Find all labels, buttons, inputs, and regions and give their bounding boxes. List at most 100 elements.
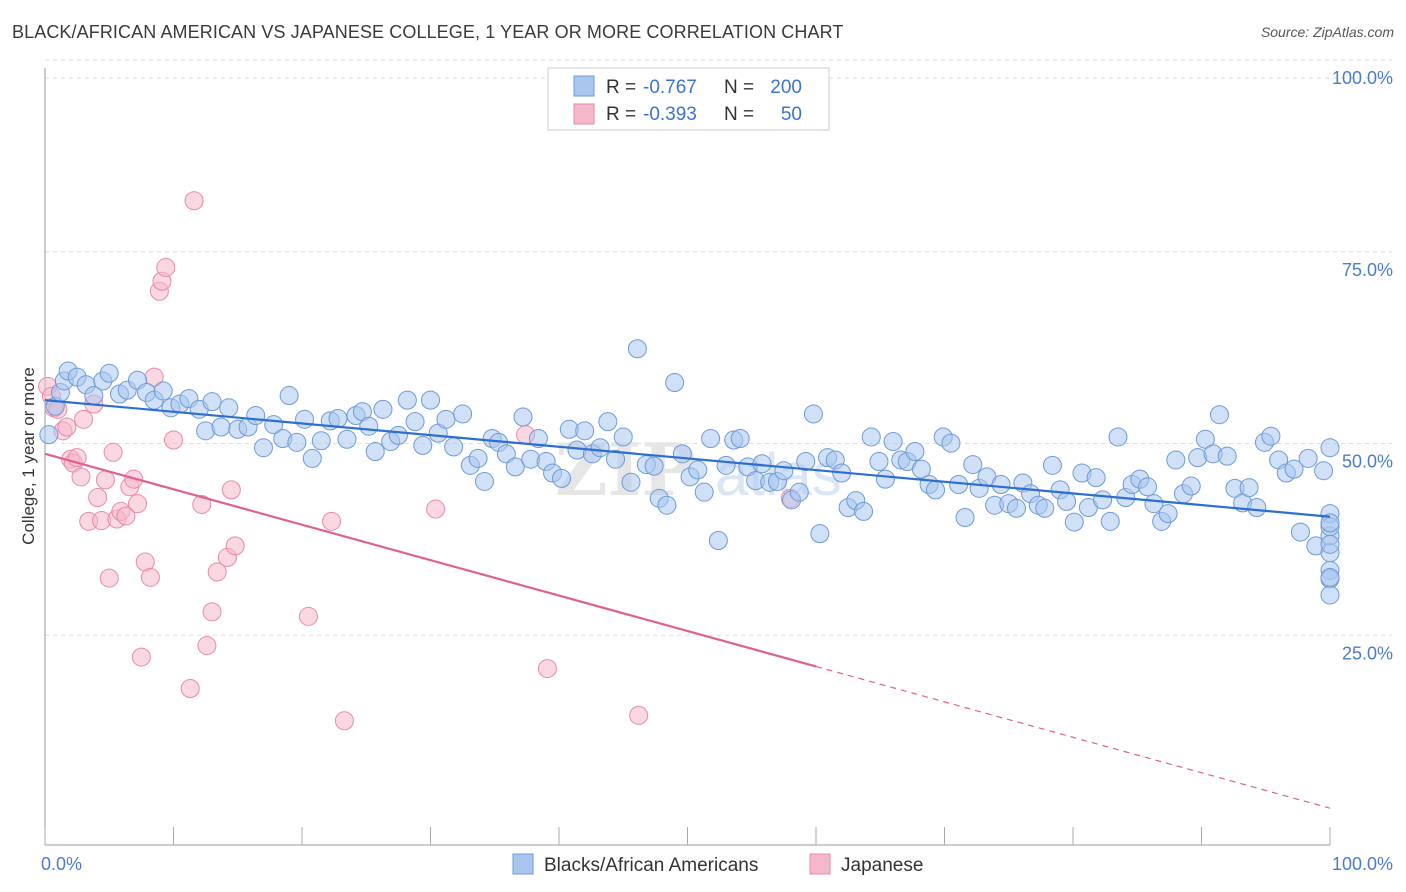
blacks-point xyxy=(688,460,708,480)
blacks-point xyxy=(883,432,903,452)
blacks-point xyxy=(644,456,664,476)
trend-lines xyxy=(44,399,1331,809)
blacks-point xyxy=(359,416,379,436)
blacks-point xyxy=(413,435,433,455)
y-tick-label: 75.0% xyxy=(1342,260,1393,280)
blacks-point xyxy=(1217,446,1237,466)
blacks-point xyxy=(211,417,231,437)
blacks-point xyxy=(1261,426,1281,446)
blacks-point xyxy=(1290,522,1310,542)
blacks-point xyxy=(941,433,961,453)
blacks-point xyxy=(405,412,425,432)
blacks-point xyxy=(621,472,641,492)
y-tick-label: 100.0% xyxy=(1332,68,1393,88)
legend-r-label-2: R = xyxy=(606,104,636,125)
japanese-point xyxy=(180,679,200,699)
japanese-point xyxy=(140,567,160,587)
blacks-point xyxy=(869,452,889,471)
blacks-point xyxy=(1320,585,1340,605)
axes xyxy=(44,68,1331,846)
blacks-point xyxy=(246,405,266,425)
blacks-point xyxy=(1144,494,1164,514)
japanese-point xyxy=(225,536,245,556)
blacks-point xyxy=(528,428,548,448)
blacks-point xyxy=(279,386,299,406)
japanese-point xyxy=(537,659,557,679)
blacks-point xyxy=(1035,498,1055,518)
y-tick-label: 50.0% xyxy=(1342,452,1393,472)
japanese-point xyxy=(426,499,446,519)
japanese-point xyxy=(192,494,212,514)
blacks-point xyxy=(1138,477,1158,497)
japanese-point xyxy=(221,480,241,500)
blacks-point xyxy=(854,501,874,521)
japanese-point xyxy=(71,467,91,487)
blacks-point xyxy=(397,390,417,410)
blacks-point xyxy=(153,381,173,401)
blacks-points xyxy=(39,339,1340,605)
blacks-point xyxy=(1320,534,1340,554)
blacks-point xyxy=(1042,455,1062,475)
legend-r-value-2: -0.393 xyxy=(643,104,697,125)
blacks-point xyxy=(1006,498,1026,518)
x-tick-label-min: 0.0% xyxy=(41,854,82,874)
japanese-point xyxy=(197,636,217,656)
y-axis-label: College, 1 year or more xyxy=(19,367,38,545)
legend-swatch-pink xyxy=(573,103,595,125)
blacks-point xyxy=(598,412,618,432)
blacks-point xyxy=(444,437,464,457)
japanese-point xyxy=(57,417,77,437)
series-legend: Blacks/African Americans Japanese xyxy=(512,853,923,876)
blacks-point xyxy=(505,457,525,477)
blacks-point xyxy=(302,448,322,468)
japanese-point xyxy=(88,488,108,508)
blacks-point xyxy=(474,471,494,491)
japanese-point xyxy=(74,409,94,429)
legend-box xyxy=(547,67,830,131)
japanese-point xyxy=(334,711,354,731)
japanese-point xyxy=(629,705,649,725)
blacks-point xyxy=(1239,478,1259,498)
x-tick-label-max: 100.0% xyxy=(1332,854,1393,874)
blacks-point xyxy=(552,468,572,488)
legend-swatch-blue xyxy=(573,75,595,97)
blacks-point xyxy=(311,431,331,451)
blacks-point xyxy=(911,459,931,479)
japanese-point xyxy=(116,506,136,526)
japanese-point xyxy=(164,430,183,450)
blacks-point xyxy=(1158,504,1178,524)
blacks-point xyxy=(672,444,692,464)
blacks-point xyxy=(436,409,456,429)
blacks-point xyxy=(1284,459,1304,479)
blacks-point xyxy=(295,409,315,429)
bottom-legend-label-pink: Japanese xyxy=(841,855,923,876)
blacks-point xyxy=(421,390,440,410)
blacks-point xyxy=(453,404,473,424)
blacks-point xyxy=(1320,567,1340,587)
blacks-point xyxy=(1166,450,1186,470)
chart-source: Source: ZipAtlas.com xyxy=(1260,24,1394,40)
blacks-point xyxy=(1195,429,1215,449)
blacks-point xyxy=(606,449,626,469)
blacks-point xyxy=(337,429,357,449)
japanese-point xyxy=(103,442,123,462)
blacks-point xyxy=(328,409,348,429)
blacks-point xyxy=(202,392,222,412)
blacks-trend-line xyxy=(44,399,1331,518)
blacks-point xyxy=(253,438,273,458)
blacks-point xyxy=(1100,511,1120,531)
legend-n-value-2: 50 xyxy=(781,104,802,125)
blacks-point xyxy=(590,438,610,458)
japanese-point xyxy=(202,602,222,622)
japanese-point xyxy=(184,191,204,211)
legend-r-label-1: R = xyxy=(606,77,636,98)
blacks-point xyxy=(716,455,736,475)
blacks-point xyxy=(99,363,119,383)
blacks-point xyxy=(1320,438,1340,458)
chart-title: BLACK/AFRICAN AMERICAN VS JAPANESE COLLE… xyxy=(12,22,844,42)
blacks-point xyxy=(789,482,809,502)
blacks-point xyxy=(513,407,533,427)
blacks-point xyxy=(1057,491,1077,511)
blacks-point xyxy=(861,427,881,447)
